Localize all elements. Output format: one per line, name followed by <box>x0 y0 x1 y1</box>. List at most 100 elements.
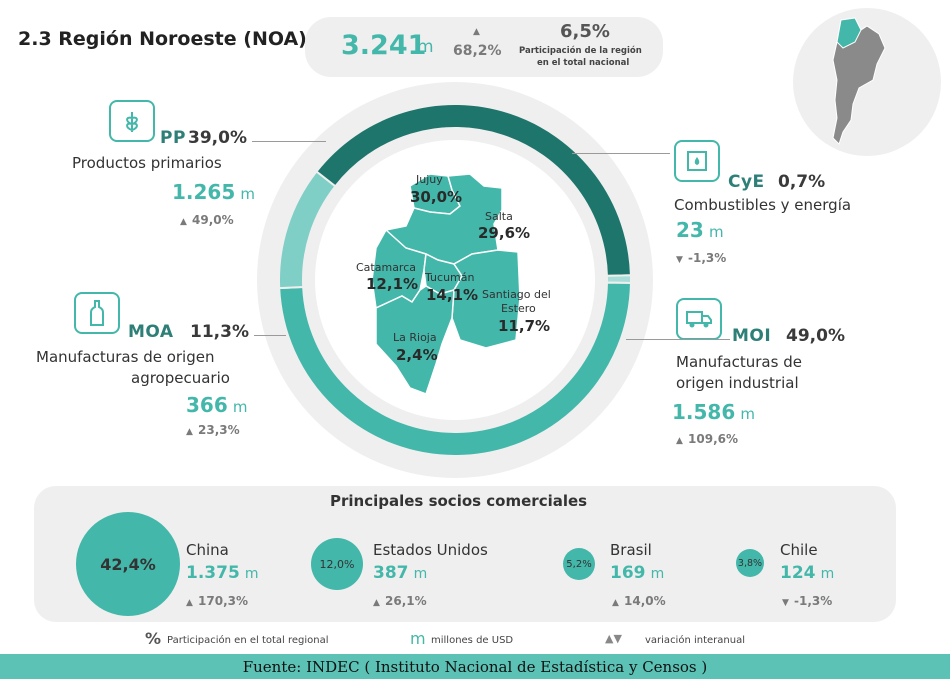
map-pct-catamarca: 12,1% <box>366 275 419 293</box>
chile-share-bubble: 3,8% <box>736 549 764 577</box>
moa-code: MOA <box>128 322 174 342</box>
pp-value: 1.265 <box>172 180 236 204</box>
moa-leader-line <box>254 335 286 336</box>
moi-variation: 109,6% <box>688 432 738 446</box>
plant-icon-box <box>109 100 155 142</box>
pp-name: Productos primarios <box>72 154 222 172</box>
up-arrow-icon: ▲ <box>186 598 193 608</box>
china-value: 1.375 <box>186 563 240 583</box>
share-caption-2: en el total nacional <box>537 58 630 68</box>
map-label-santiago-2: Estero <box>501 302 536 315</box>
moa-variation: 23,3% <box>198 423 240 437</box>
brasil-value: 169 <box>610 563 646 583</box>
up-arrow-icon: ▲ <box>473 27 480 37</box>
usa-value-row: 387 m <box>373 563 427 583</box>
province-santiago-del-estero <box>451 249 521 349</box>
usa-variation-row: ▲ 26,1% <box>373 590 427 609</box>
cye-leader-line <box>572 153 670 154</box>
map-label-santiago: Santiago del <box>482 288 551 301</box>
share-caption-1: Participación de la región <box>519 46 642 56</box>
legend-m-symbol: m <box>410 629 426 648</box>
usa-share: 12,0% <box>319 557 355 571</box>
map-label-la-rioja: La Rioja <box>393 331 437 344</box>
pp-code: PP <box>160 128 186 148</box>
legend-var-symbol: ▲▼ <box>605 632 622 645</box>
brasil-variation-row: ▲ 14,0% <box>612 590 666 609</box>
china-name: China <box>186 541 229 559</box>
chile-unit: m <box>820 566 835 582</box>
total-summary: 3.241 m ▲ 68,2% 6,5% Participación de la… <box>305 17 663 77</box>
fuel-barrel-icon <box>687 151 707 171</box>
map-label-jujuy: Jujuy <box>416 173 443 186</box>
moi-name-line2: origen industrial <box>676 374 799 392</box>
argentina-map-icon <box>832 17 886 145</box>
moi-code: MOI <box>732 326 772 346</box>
map-pct-jujuy: 30,0% <box>410 188 463 206</box>
moa-name-line1: Manufacturas de origen <box>36 348 215 366</box>
map-pct-la-rioja: 2,4% <box>396 346 438 364</box>
moi-variation-row: ▲ 109,6% <box>676 428 738 447</box>
chile-name: Chile <box>780 541 818 559</box>
brasil-name: Brasil <box>610 541 652 559</box>
legend: % Participación en el total regional m m… <box>145 629 845 651</box>
legend-pct-symbol: % <box>145 629 162 648</box>
usa-unit: m <box>413 566 428 582</box>
pp-pct: 39,0% <box>188 128 247 148</box>
pp-variation-row: ▲ 49,0% <box>180 209 234 228</box>
map-pct-tucuman: 14,1% <box>426 286 479 304</box>
usa-variation: 26,1% <box>385 594 427 608</box>
moi-value-row: 1.586 m <box>672 400 755 424</box>
brasil-share-bubble: 5,2% <box>563 548 595 580</box>
moa-value-row: 366 m <box>186 393 247 417</box>
moa-name-line2: agropecuario <box>131 369 230 387</box>
moi-name-line1: Manufacturas de <box>676 353 802 371</box>
chile-share: 3,8% <box>737 557 763 569</box>
page-title: 2.3 Región Noroeste (NOA) <box>18 28 307 50</box>
down-arrow-icon: ▼ <box>782 598 789 608</box>
truck-icon <box>686 311 712 328</box>
moa-pct: 11,3% <box>190 322 249 342</box>
region-share: 6,5% <box>560 21 610 42</box>
plant-icon <box>126 112 138 132</box>
partners-title: Principales socios comerciales <box>330 492 588 510</box>
china-share: 42,4% <box>100 554 156 574</box>
total-variation: 68,2% <box>453 43 502 59</box>
brasil-variation: 14,0% <box>624 594 666 608</box>
fuel-icon-box <box>674 140 720 182</box>
cye-variation-row: ▼ -1,3% <box>676 247 726 266</box>
province-la-rioja <box>375 285 455 395</box>
usa-share-bubble: 12,0% <box>311 538 363 590</box>
moa-value: 366 <box>186 393 228 417</box>
moi-value: 1.586 <box>672 400 736 424</box>
map-label-tucuman: Tucumán <box>425 271 475 284</box>
bottle-icon-box <box>74 292 120 334</box>
moi-pct: 49,0% <box>786 326 845 346</box>
legend-var-text: variación interanual <box>645 635 745 646</box>
total-unit: m <box>417 37 434 57</box>
moa-variation-row: ▲ 23,3% <box>186 419 240 438</box>
up-arrow-icon: ▲ <box>180 217 187 227</box>
truck-icon-box <box>676 298 722 340</box>
locator-map-circle <box>793 8 941 156</box>
total-value: 3.241 <box>341 30 427 61</box>
cye-variation: -1,3% <box>688 251 727 265</box>
cye-value-row: 23 m <box>676 218 724 242</box>
chile-variation: -1,3% <box>794 594 833 608</box>
pp-value-row: 1.265 m <box>172 180 255 204</box>
chile-variation-row: ▼ -1,3% <box>782 590 832 609</box>
china-variation: 170,3% <box>198 594 248 608</box>
china-variation-row: ▲ 170,3% <box>186 590 248 609</box>
cye-value: 23 <box>676 218 704 242</box>
map-label-catamarca: Catamarca <box>356 261 417 274</box>
footer-source: Fuente: INDEC ( Instituto Nacional de Es… <box>242 657 708 676</box>
cye-name: Combustibles y energía <box>674 196 852 214</box>
brasil-share: 5,2% <box>566 558 592 570</box>
cye-pct: 0,7% <box>778 172 826 192</box>
usa-value: 387 <box>373 563 409 583</box>
chile-value: 124 <box>780 563 816 583</box>
moi-unit: m <box>740 405 755 423</box>
moa-unit: m <box>232 398 248 416</box>
donut-slice-moa <box>278 170 337 290</box>
moi-leader-line <box>626 339 730 340</box>
bottle-icon <box>90 300 104 326</box>
